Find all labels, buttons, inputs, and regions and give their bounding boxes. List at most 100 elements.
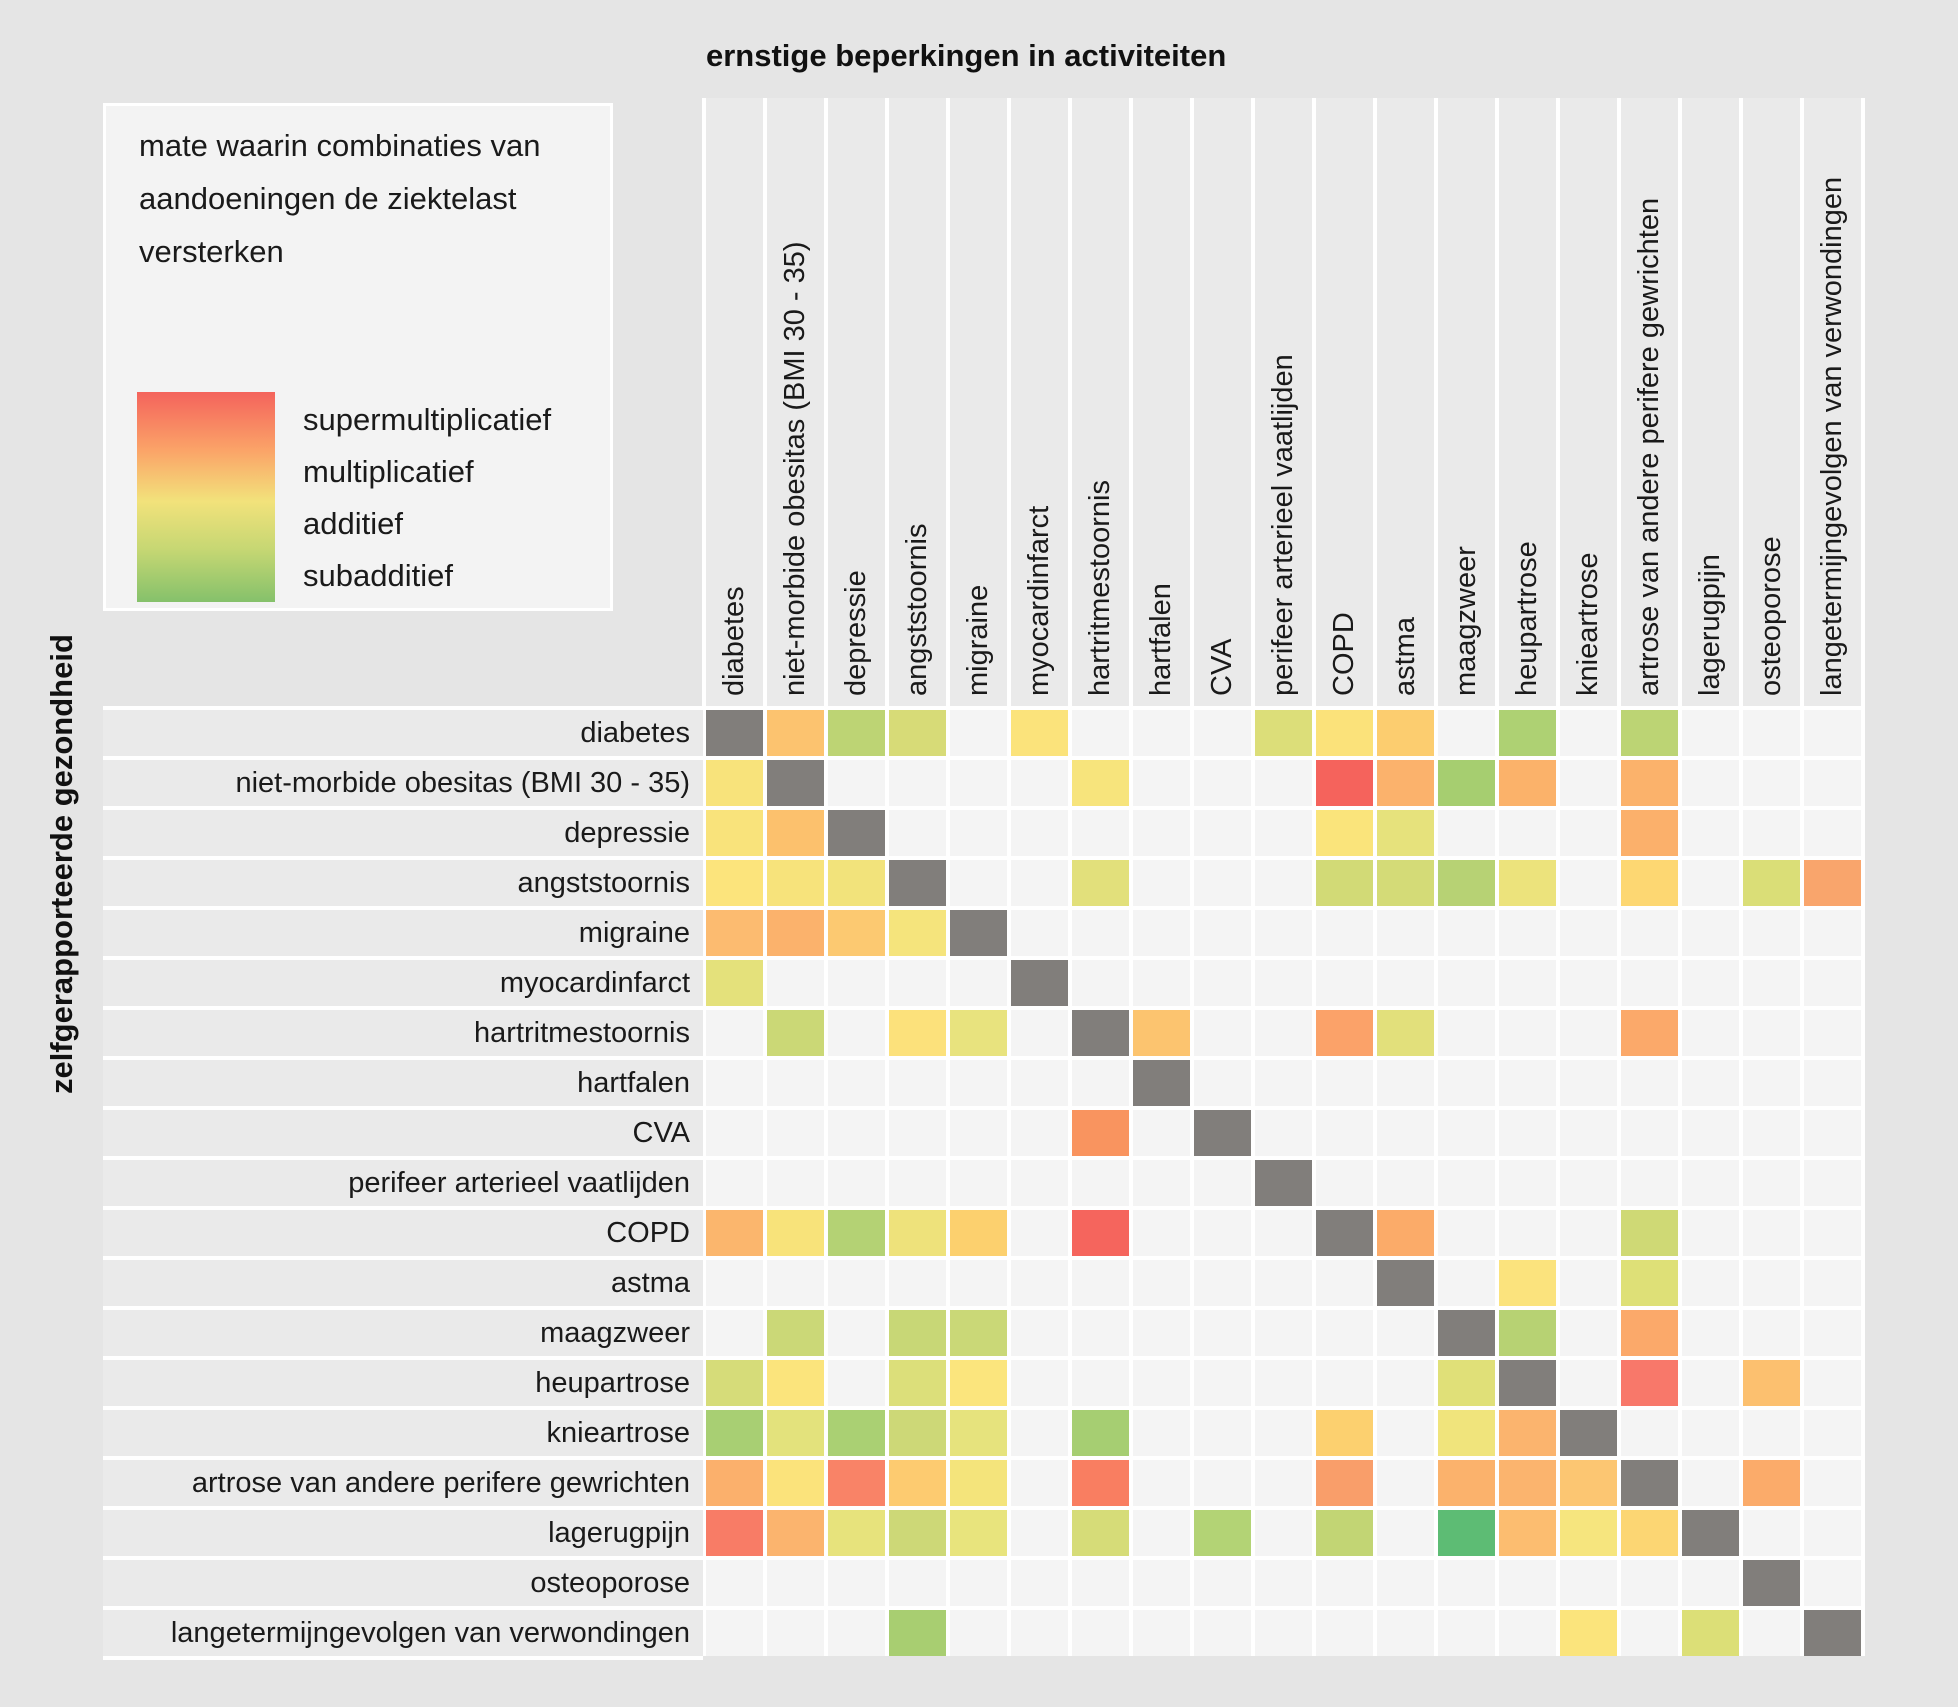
heatmap-cell-diagonal: [1743, 1560, 1800, 1606]
heatmap-cell-empty: [1011, 860, 1068, 906]
heatmap-cell-empty: [1560, 1010, 1617, 1056]
row-label: knieartrose: [546, 1417, 690, 1449]
heatmap-cell-empty: [706, 1160, 763, 1206]
heatmap-cell-empty: [1377, 1110, 1434, 1156]
heatmap-cell: [889, 1210, 946, 1256]
column-header: CVA: [1194, 98, 1251, 706]
heatmap-cell-empty: [1560, 810, 1617, 856]
row-label: lagerugpijn: [548, 1517, 690, 1549]
row-header: COPD: [103, 1210, 703, 1256]
heatmap-cell-empty: [828, 1360, 885, 1406]
heatmap-cell-empty: [1560, 1260, 1617, 1306]
heatmap-cell-empty: [1255, 1460, 1312, 1506]
heatmap-cell-empty: [889, 1260, 946, 1306]
heatmap-cell-empty: [1255, 810, 1312, 856]
heatmap-cell-empty: [1438, 960, 1495, 1006]
heatmap-cell: [1560, 1510, 1617, 1556]
heatmap-cell-empty: [1377, 910, 1434, 956]
heatmap-cell-diagonal: [1316, 1210, 1373, 1256]
heatmap-cell-empty: [767, 1560, 824, 1606]
heatmap-cell: [1621, 1360, 1678, 1406]
column-label: COPD: [1328, 612, 1360, 696]
heatmap-cell-empty: [828, 1560, 885, 1606]
row-label: COPD: [606, 1217, 690, 1249]
y-axis-title: zelfgerapporteerde gezondheid: [44, 634, 79, 1094]
column-header: depressie: [828, 98, 885, 706]
heatmap-cell-empty: [1194, 760, 1251, 806]
heatmap-cell-empty: [1011, 1110, 1068, 1156]
heatmap-cell-empty: [828, 1310, 885, 1356]
column-header: myocardinfarct: [1011, 98, 1068, 706]
column-label: knieartrose: [1572, 552, 1604, 696]
heatmap-cell-empty: [1072, 1360, 1129, 1406]
heatmap-cell-empty: [1133, 1460, 1190, 1506]
heatmap-cell-empty: [1255, 1610, 1312, 1656]
heatmap-cell-empty: [1499, 1560, 1556, 1606]
row-header: heupartrose: [103, 1360, 703, 1406]
heatmap-cell: [1438, 1410, 1495, 1456]
heatmap-cell-diagonal: [1133, 1060, 1190, 1106]
heatmap-cell: [1072, 860, 1129, 906]
heatmap-cell-empty: [1560, 1310, 1617, 1356]
heatmap-cell: [1316, 1460, 1373, 1506]
heatmap-cell-empty: [1255, 1010, 1312, 1056]
row-header: osteoporose: [103, 1560, 703, 1606]
column-header: angststoornis: [889, 98, 946, 706]
row-header: hartritmestoornis: [103, 1010, 703, 1056]
heatmap-cell: [767, 810, 824, 856]
heatmap-cell-empty: [1255, 1260, 1312, 1306]
heatmap-cell-empty: [1438, 1610, 1495, 1656]
row-label: artrose van andere perifere gewrichten: [191, 1467, 690, 1499]
heatmap-cell-empty: [1072, 1560, 1129, 1606]
heatmap-cell-empty: [1743, 1010, 1800, 1056]
heatmap-cell: [706, 860, 763, 906]
heatmap-cell-diagonal: [1804, 1610, 1861, 1656]
row-header: langetermijngevolgen van verwondingen: [103, 1610, 703, 1656]
column-label: niet-morbide obesitas (BMI 30 - 35): [779, 241, 811, 696]
heatmap-cell-empty: [889, 1110, 946, 1156]
heatmap-cell: [1072, 1110, 1129, 1156]
heatmap-cell-empty: [950, 960, 1007, 1006]
heatmap-cell-empty: [1072, 1260, 1129, 1306]
heatmap-cell: [1316, 1010, 1373, 1056]
heatmap-cell: [1377, 710, 1434, 756]
heatmap-cell-empty: [1560, 860, 1617, 906]
heatmap-cell-empty: [828, 1010, 885, 1056]
legend-panel: mate waarin combinaties van aandoeningen…: [103, 103, 613, 611]
heatmap-cell: [1316, 860, 1373, 906]
heatmap-cell: [706, 1510, 763, 1556]
heatmap-cell: [1621, 710, 1678, 756]
heatmap-cell-empty: [1682, 1410, 1739, 1456]
heatmap-cell-empty: [1621, 960, 1678, 1006]
heatmap-cell-empty: [1072, 710, 1129, 756]
column-label: astma: [1389, 617, 1421, 696]
heatmap-cell-empty: [1377, 1510, 1434, 1556]
heatmap-cell-diagonal: [1682, 1510, 1739, 1556]
heatmap-cell-empty: [1743, 1160, 1800, 1206]
heatmap-cell-empty: [1255, 1510, 1312, 1556]
heatmap-cell: [1072, 1510, 1129, 1556]
row-header: lagerugpijn: [103, 1510, 703, 1556]
column-label: heupartrose: [1511, 541, 1543, 696]
heatmap-cell-empty: [889, 760, 946, 806]
heatmap-cell: [1804, 860, 1861, 906]
heatmap-cell-empty: [1011, 1610, 1068, 1656]
heatmap-cell: [950, 1210, 1007, 1256]
heatmap-cell-empty: [1682, 910, 1739, 956]
heatmap-cell: [889, 1310, 946, 1356]
heatmap-cell: [1011, 710, 1068, 756]
heatmap-cell-empty: [1438, 1110, 1495, 1156]
heatmap-cell-empty: [1255, 760, 1312, 806]
heatmap-cell-empty: [706, 1060, 763, 1106]
column-header: heupartrose: [1499, 98, 1556, 706]
heatmap-cell: [1499, 1310, 1556, 1356]
column-label: diabetes: [718, 586, 750, 696]
heatmap-cell-empty: [1499, 960, 1556, 1006]
heatmap-cell-diagonal: [706, 710, 763, 756]
heatmap-cell: [950, 1460, 1007, 1506]
heatmap-cell-empty: [1133, 1310, 1190, 1356]
row-label: langetermijngevolgen van verwondingen: [170, 1617, 690, 1649]
heatmap-cell-empty: [1316, 1310, 1373, 1356]
column-label: depressie: [840, 570, 872, 696]
heatmap-cell-empty: [1560, 760, 1617, 806]
